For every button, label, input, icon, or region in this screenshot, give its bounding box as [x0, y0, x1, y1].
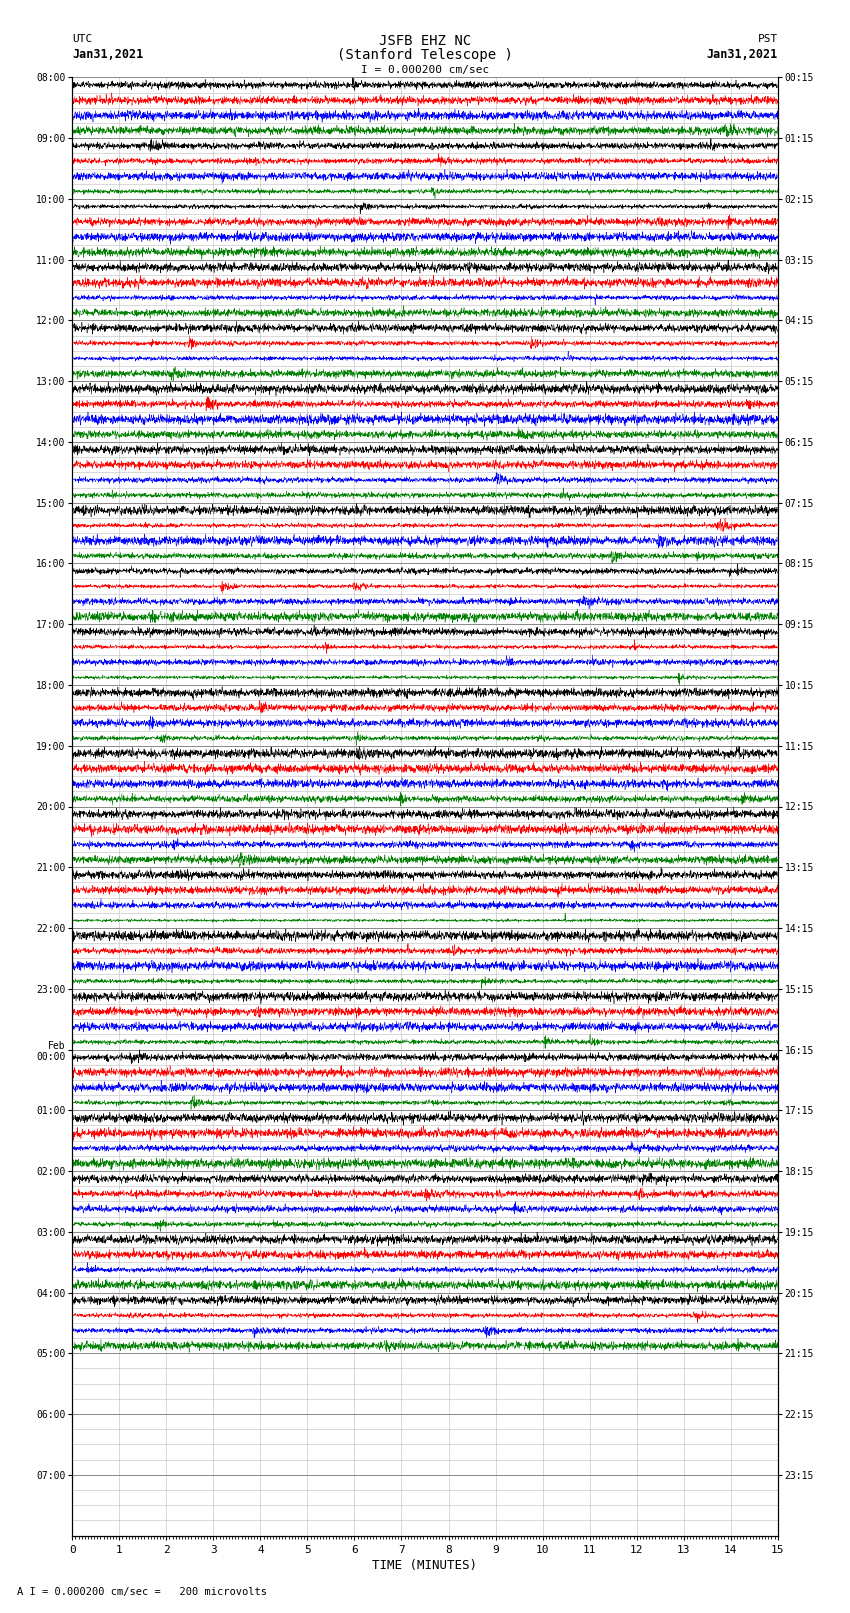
Text: PST: PST [757, 34, 778, 44]
Text: Jan31,2021: Jan31,2021 [706, 48, 778, 61]
Text: UTC: UTC [72, 34, 93, 44]
Text: Jan31,2021: Jan31,2021 [72, 48, 144, 61]
Text: A I = 0.000200 cm/sec =   200 microvolts: A I = 0.000200 cm/sec = 200 microvolts [17, 1587, 267, 1597]
X-axis label: TIME (MINUTES): TIME (MINUTES) [372, 1558, 478, 1571]
Text: (Stanford Telescope ): (Stanford Telescope ) [337, 48, 513, 63]
Text: JSFB EHZ NC: JSFB EHZ NC [379, 34, 471, 48]
Text: I = 0.000200 cm/sec: I = 0.000200 cm/sec [361, 65, 489, 74]
